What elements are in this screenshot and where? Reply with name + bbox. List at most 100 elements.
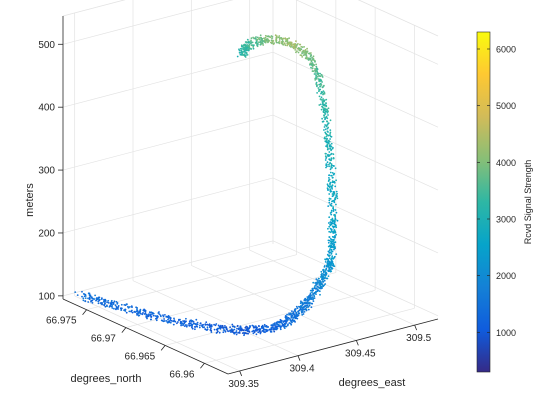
data-point bbox=[210, 329, 213, 332]
data-point bbox=[136, 314, 138, 316]
data-point bbox=[319, 284, 321, 286]
data-point bbox=[170, 319, 173, 322]
data-point bbox=[260, 39, 263, 42]
data-point bbox=[139, 309, 142, 312]
data-point bbox=[241, 48, 244, 50]
data-point bbox=[210, 325, 213, 328]
data-point bbox=[315, 77, 318, 80]
data-point bbox=[320, 270, 323, 273]
data-point bbox=[328, 239, 331, 242]
data-point bbox=[103, 301, 105, 303]
data-point bbox=[168, 316, 171, 318]
z-tick-label: 200 bbox=[38, 228, 55, 239]
data-point bbox=[264, 34, 267, 37]
data-point bbox=[273, 325, 275, 327]
data-point bbox=[320, 73, 323, 76]
data-point bbox=[304, 53, 306, 56]
data-point bbox=[115, 308, 117, 311]
data-point bbox=[325, 132, 327, 135]
data-point bbox=[329, 183, 331, 186]
data-point bbox=[124, 310, 127, 312]
data-point bbox=[254, 329, 257, 332]
data-point bbox=[300, 300, 302, 303]
data-point bbox=[319, 75, 321, 78]
floor-gridline bbox=[132, 280, 299, 356]
data-point bbox=[100, 302, 103, 304]
data-point bbox=[324, 124, 326, 126]
data-point bbox=[331, 235, 334, 238]
data-point bbox=[333, 222, 335, 225]
data-point bbox=[186, 324, 188, 326]
data-point bbox=[103, 298, 105, 301]
data-point bbox=[319, 72, 321, 75]
data-point bbox=[300, 48, 303, 51]
data-point bbox=[210, 331, 213, 333]
z-tick-label: 300 bbox=[38, 166, 55, 177]
data-point bbox=[247, 327, 250, 330]
data-point bbox=[198, 326, 201, 329]
data-point bbox=[149, 318, 152, 321]
data-point bbox=[312, 281, 315, 284]
data-point bbox=[315, 75, 317, 77]
data-point bbox=[330, 252, 333, 255]
floor-gridline bbox=[86, 254, 297, 311]
data-point bbox=[328, 236, 331, 239]
data-point bbox=[294, 321, 296, 323]
data-point bbox=[234, 331, 237, 334]
point-cloud bbox=[74, 34, 339, 337]
data-point bbox=[304, 52, 307, 55]
data-point bbox=[330, 159, 332, 162]
data-point bbox=[143, 308, 146, 311]
data-point bbox=[249, 325, 251, 327]
data-point bbox=[206, 326, 209, 329]
data-point bbox=[229, 326, 232, 329]
data-point bbox=[330, 142, 333, 145]
data-point bbox=[287, 323, 289, 326]
data-point bbox=[327, 241, 330, 244]
data-point bbox=[199, 322, 202, 325]
data-point bbox=[111, 305, 114, 307]
data-point bbox=[321, 278, 323, 281]
data-point bbox=[330, 248, 333, 251]
box-edge bbox=[357, 0, 439, 37]
data-point bbox=[324, 274, 327, 276]
data-point bbox=[229, 329, 232, 332]
data-point bbox=[329, 190, 332, 192]
back-wall-gridline bbox=[62, 177, 274, 234]
data-point bbox=[243, 49, 246, 51]
data-point bbox=[190, 323, 193, 325]
data-point bbox=[296, 315, 299, 318]
data-point bbox=[328, 174, 330, 177]
data-point bbox=[330, 250, 333, 252]
data-point bbox=[291, 45, 293, 48]
data-point bbox=[324, 137, 327, 140]
data-point bbox=[318, 104, 321, 106]
x-tick-label: 309.5 bbox=[406, 333, 431, 344]
data-point bbox=[224, 325, 226, 327]
colorbar: 1000 2000 3000 4000 5000 6000 Rcvd Signal Str… bbox=[476, 31, 533, 373]
data-point bbox=[326, 117, 329, 120]
data-point bbox=[302, 50, 305, 53]
x-tick-mark bbox=[297, 355, 301, 361]
data-point bbox=[191, 326, 193, 329]
data-point bbox=[245, 54, 247, 56]
data-point bbox=[277, 41, 280, 44]
data-point bbox=[313, 73, 316, 75]
data-point bbox=[298, 47, 301, 50]
data-point bbox=[329, 266, 332, 268]
data-point bbox=[189, 324, 192, 327]
data-point bbox=[335, 233, 337, 236]
data-point bbox=[319, 103, 322, 106]
data-point bbox=[328, 165, 330, 168]
data-point bbox=[264, 40, 267, 43]
data-point bbox=[146, 313, 148, 316]
data-point bbox=[330, 149, 332, 152]
data-point bbox=[87, 297, 89, 300]
data-point bbox=[331, 180, 334, 183]
data-point bbox=[331, 260, 334, 263]
data-point bbox=[250, 37, 253, 40]
data-point bbox=[169, 321, 172, 324]
data-point bbox=[276, 328, 278, 330]
data-point bbox=[311, 67, 314, 70]
data-point bbox=[247, 41, 250, 44]
